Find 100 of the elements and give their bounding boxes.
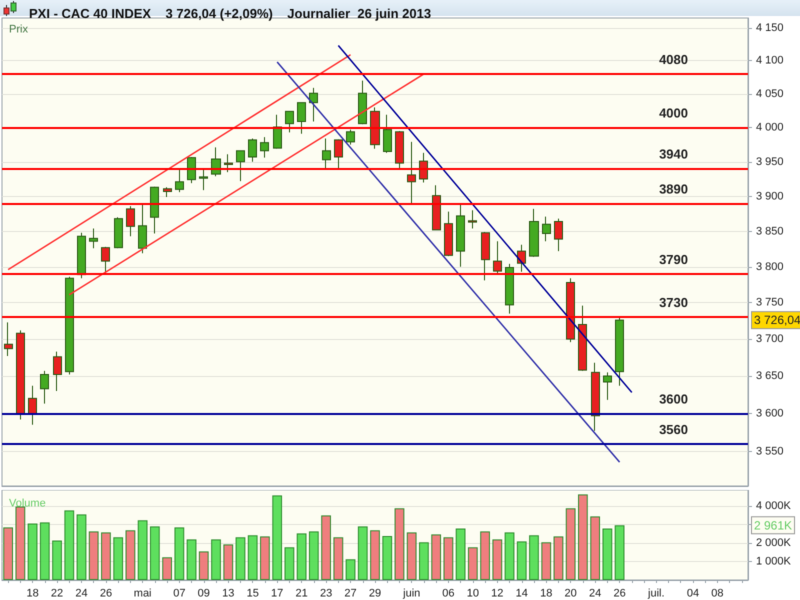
candlestick — [407, 141, 416, 204]
bar — [28, 523, 38, 580]
candlestick — [224, 154, 233, 173]
candlestick — [65, 276, 74, 376]
candlestick — [591, 362, 600, 432]
candlestick — [615, 316, 624, 386]
candlestick — [432, 184, 441, 230]
y-tick-label: 3 550 — [756, 445, 784, 458]
bar — [150, 526, 160, 580]
x-tick-label: 04 — [686, 588, 700, 600]
y-tick-label: 3 600 — [756, 407, 784, 420]
ref-line-label: 3600 — [659, 391, 688, 406]
bar — [419, 542, 429, 580]
bar — [113, 537, 124, 580]
candlestick — [101, 246, 110, 274]
bar — [529, 535, 539, 580]
x-tick-label: 13 — [222, 588, 234, 600]
bar — [223, 544, 234, 580]
x-tick-label: juil. — [647, 588, 665, 600]
x-tick-label: 27 — [344, 588, 357, 600]
candlestick — [493, 240, 502, 274]
candlestick — [138, 203, 147, 254]
bar — [382, 536, 392, 580]
bar — [333, 537, 344, 580]
y-tick-label: 3 650 — [756, 370, 784, 382]
candlestick — [53, 351, 62, 392]
x-tick-label: 15 — [246, 588, 259, 600]
candlestick — [187, 156, 196, 184]
bar — [76, 514, 86, 580]
candlestick — [456, 203, 465, 268]
bar — [541, 542, 552, 580]
x-tick-label: 26 — [613, 588, 626, 600]
x-tick-label: 06 — [442, 588, 454, 600]
x-tick-label: 18 — [26, 588, 39, 600]
candlestick — [89, 228, 98, 249]
candlestick — [468, 210, 477, 230]
candlestick — [334, 138, 343, 168]
candlestick — [16, 330, 25, 420]
y-tick-label: 4 050 — [756, 88, 784, 100]
y-tick-label: 3 800 — [756, 260, 784, 273]
bar — [88, 531, 99, 580]
bar — [162, 557, 172, 580]
candlestick — [236, 150, 245, 182]
x-tick-label: 14 — [516, 588, 528, 600]
y-tick-label: 3 850 — [756, 225, 784, 238]
bar — [174, 527, 184, 580]
candlestick — [554, 218, 563, 252]
x-tick-label: 07 — [173, 588, 186, 600]
candlestick — [578, 305, 587, 372]
x-tick-label: 12 — [491, 588, 504, 600]
bar — [308, 531, 319, 580]
candlestick — [529, 208, 539, 258]
x-tick-label: 23 — [320, 588, 332, 600]
candlestick — [322, 138, 331, 168]
candlestick — [505, 263, 514, 314]
bar — [370, 530, 380, 580]
y-tick-label: 4 000K — [756, 500, 792, 512]
candlestick — [358, 80, 367, 125]
candlestick — [4, 322, 13, 357]
bar — [456, 528, 466, 580]
bar — [554, 536, 564, 580]
y-axis-title: Prix — [9, 24, 28, 36]
ref-line-label: 4000 — [659, 106, 688, 121]
text: 3 726,04 — [754, 313, 800, 328]
y-tick-label: 3 950 — [756, 156, 784, 168]
candlestick — [40, 370, 49, 404]
candlestick — [248, 138, 257, 162]
x-tick-label: 10 — [466, 588, 479, 600]
bar — [236, 537, 246, 580]
bar — [578, 494, 588, 580]
bar — [602, 528, 612, 580]
candlestick — [114, 216, 123, 249]
y-tick-label: 3 900 — [756, 190, 784, 202]
candlestick — [199, 168, 208, 191]
x-tick-label: 08 — [711, 588, 724, 600]
y-tick-label: 2 000K — [756, 537, 792, 550]
bar — [52, 540, 62, 580]
x-tick-label: 26 — [100, 588, 112, 600]
y-tick-label: 4 100 — [756, 54, 784, 67]
candlestick — [395, 130, 404, 171]
y-tick-label: 3 700 — [756, 333, 784, 346]
candlestick — [126, 206, 135, 237]
candlestick — [260, 136, 269, 158]
bar — [492, 539, 502, 580]
candlestick — [163, 186, 172, 198]
bar — [468, 547, 478, 580]
x-tick-label: 20 — [564, 588, 577, 600]
bar — [272, 495, 282, 580]
y-tick-label: 3 750 — [756, 296, 784, 309]
ref-line-label: 3940 — [659, 146, 688, 162]
candlestick — [481, 232, 490, 281]
bar — [3, 527, 14, 580]
bar — [321, 515, 331, 580]
candlestick — [566, 278, 575, 343]
bar — [198, 551, 209, 580]
y-tick-label: 4 000 — [756, 122, 784, 134]
x-tick-label: 29 — [368, 588, 382, 600]
bar — [186, 539, 196, 580]
candlestick — [346, 129, 355, 146]
bar — [431, 534, 442, 580]
